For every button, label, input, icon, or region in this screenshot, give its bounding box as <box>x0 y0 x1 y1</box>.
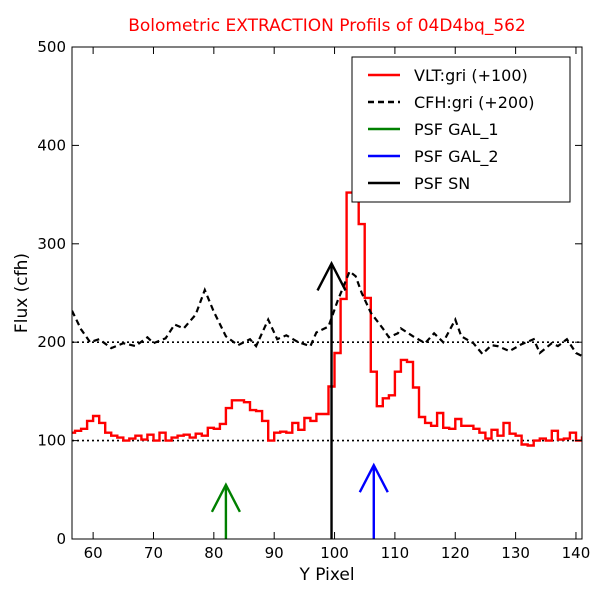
y-tick-label: 500 <box>37 38 66 56</box>
reference-lines <box>72 341 582 442</box>
y-tick-label: 200 <box>37 333 66 351</box>
x-tick-label: 80 <box>204 544 223 562</box>
arrow-psf-gal-2 <box>358 462 389 539</box>
legend: VLT:gri (+100) CFH:gri (+200) PSF GAL_1 PSF… <box>351 56 571 203</box>
series-layer <box>72 147 582 539</box>
y-tick-label: 400 <box>37 136 66 154</box>
legend-label: CFH:gri (+200) <box>414 93 535 112</box>
arrow-psf-gal-1 <box>210 482 241 539</box>
x-tick-label: 70 <box>144 544 163 562</box>
plot-area: 60 70 80 90 100 110 120 130 140 0 100 200 300 400 500 <box>37 38 590 562</box>
series-line-cfh-gri-200 <box>72 269 582 357</box>
arrow-psf-sn <box>316 260 347 539</box>
x-axis-label: Y Pixel <box>298 565 354 585</box>
legend-label: PSF GAL_2 <box>414 147 499 167</box>
x-tick-label: 100 <box>320 544 349 562</box>
y-tick-label: 0 <box>56 530 66 548</box>
series-line-vlt-gri-100 <box>72 147 582 447</box>
y-axis-label: Flux (cfh) <box>12 253 32 333</box>
plot-frame <box>71 46 583 540</box>
x-tick-label: 60 <box>84 544 103 562</box>
axis-ticks: 60 70 80 90 100 110 120 130 140 0 100 200 300 400 500 <box>37 38 590 562</box>
x-tick-label: 90 <box>265 544 284 562</box>
legend-label: PSF SN <box>414 174 470 193</box>
legend-label: PSF GAL_1 <box>414 120 499 140</box>
x-tick-label: 140 <box>562 544 591 562</box>
chart-title: Bolometric EXTRACTION Profils of 04D4bq_… <box>128 16 526 36</box>
y-tick-label: 300 <box>37 235 66 253</box>
y-tick-label: 100 <box>37 432 66 450</box>
x-tick-label: 110 <box>381 544 410 562</box>
legend-label: VLT:gri (+100) <box>414 66 528 85</box>
x-tick-label: 120 <box>441 544 470 562</box>
x-tick-label: 130 <box>501 544 530 562</box>
